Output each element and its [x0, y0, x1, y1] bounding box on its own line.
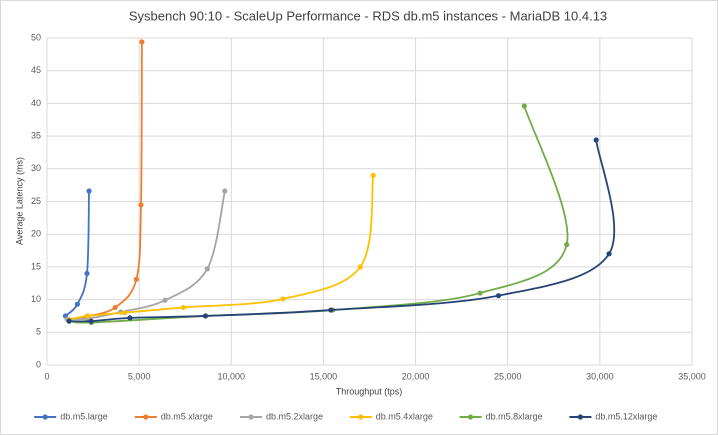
- legend-marker: [42, 414, 48, 420]
- y-tick-label: 25: [31, 196, 41, 206]
- x-tick-label: 20,000: [402, 371, 430, 381]
- data-point: [139, 39, 145, 45]
- data-point: [127, 315, 133, 321]
- y-tick-label: 10: [31, 294, 41, 304]
- y-tick-label: 15: [31, 261, 41, 271]
- data-point: [204, 266, 210, 272]
- x-tick-label: 15,000: [310, 371, 338, 381]
- x-tick-label: 30,000: [586, 371, 614, 381]
- y-tick-label: 50: [31, 32, 41, 42]
- data-point: [162, 297, 168, 303]
- data-point: [121, 310, 127, 316]
- legend-marker: [468, 414, 474, 420]
- y-tick-label: 30: [31, 163, 41, 173]
- y-tick-label: 40: [31, 98, 41, 108]
- data-point: [202, 313, 209, 319]
- legend-marker: [248, 414, 254, 420]
- data-point: [180, 304, 186, 311]
- data-point: [370, 172, 376, 178]
- x-tick-label: 10,000: [218, 371, 246, 381]
- legend-label: db.m5.12xlarge: [595, 411, 657, 421]
- legend-label: db.m5.xlarge: [161, 411, 213, 421]
- series-line: [64, 191, 90, 317]
- plot-area: [62, 39, 616, 326]
- x-tick-label: 35,000: [678, 371, 706, 381]
- data-point: [495, 293, 502, 299]
- data-point: [564, 242, 570, 248]
- data-point: [66, 318, 72, 324]
- data-point: [606, 251, 612, 257]
- data-point: [138, 202, 144, 208]
- y-tick-label: 0: [36, 359, 41, 369]
- data-point: [593, 137, 599, 143]
- legend-marker: [358, 414, 364, 420]
- y-tick-label: 5: [36, 327, 41, 337]
- legend-marker: [143, 414, 149, 420]
- legend-label: db.m5.2xlarge: [266, 411, 323, 421]
- y-axis-title: Average Latency (ms): [14, 157, 24, 245]
- data-point: [222, 188, 228, 194]
- data-point: [477, 290, 483, 296]
- data-point: [357, 264, 363, 270]
- x-tick-label: 5,000: [128, 371, 151, 381]
- data-point: [328, 307, 334, 313]
- data-point: [280, 296, 286, 302]
- data-point: [84, 270, 90, 277]
- data-point: [86, 188, 92, 194]
- data-point: [133, 276, 139, 282]
- x-axis-title: Throughput (tps): [336, 386, 403, 396]
- y-tick-label: 20: [31, 229, 41, 239]
- legend-marker: [577, 414, 584, 420]
- data-point: [112, 304, 118, 311]
- data-point: [84, 313, 91, 319]
- chart-title: Sysbench 90:10 - ScaleUp Performance - R…: [129, 8, 607, 23]
- x-tick-label: 0: [44, 371, 49, 381]
- legend-label: db.m5.8xlarge: [486, 411, 543, 421]
- data-point: [88, 318, 94, 324]
- data-point: [521, 103, 527, 109]
- data-point: [74, 301, 81, 307]
- legend-label: db.m5.4xlarge: [376, 411, 433, 421]
- y-tick-label: 35: [31, 130, 41, 140]
- x-tick-label: 25,000: [494, 371, 522, 381]
- y-tick-label: 45: [31, 65, 41, 75]
- legend-label: db.m5.large: [60, 411, 108, 421]
